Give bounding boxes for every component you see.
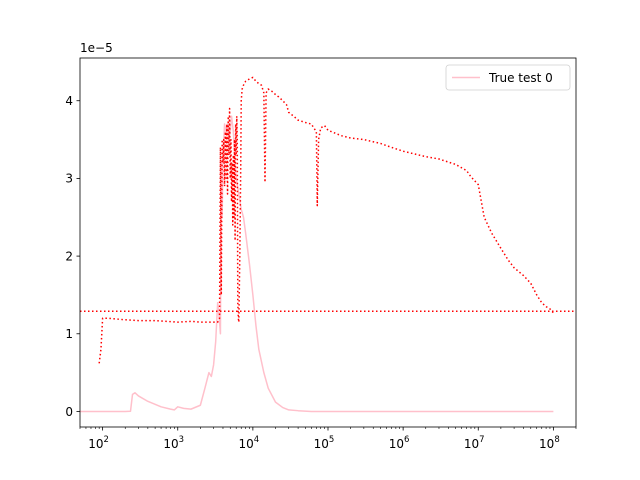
legend-label-true-test-0: True test 0	[488, 71, 553, 85]
y-tick-label: 4	[65, 94, 73, 108]
series-line-true-test-0	[80, 115, 554, 413]
y-tick-label: 2	[65, 249, 73, 263]
y-tick-label: 1	[65, 327, 73, 341]
series-line-prediction	[98, 76, 554, 364]
y-tick-label: 0	[65, 405, 73, 419]
series-layer	[80, 76, 576, 413]
y-axis-offset-text: 1e−5	[80, 41, 113, 55]
y-tick-label: 3	[65, 172, 73, 186]
y-axis: 0 1 2 3 4	[65, 94, 80, 419]
legend-box	[445, 64, 571, 91]
legend: True test 0	[445, 64, 571, 91]
